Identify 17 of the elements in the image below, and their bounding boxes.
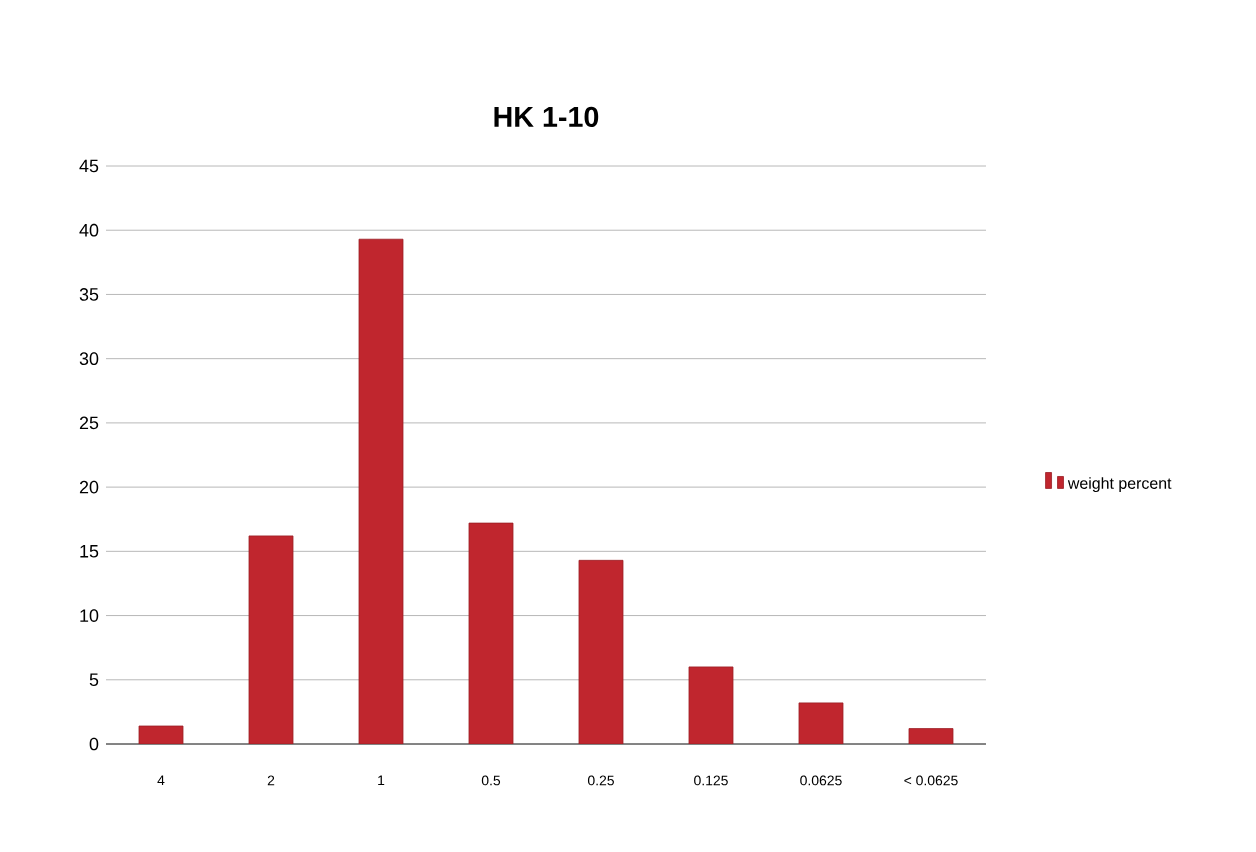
- bar: [798, 702, 844, 744]
- y-tick-label: 45: [79, 159, 99, 173]
- chart-title: HK 1-10: [494, 106, 599, 128]
- y-tick-label: 40: [79, 223, 99, 237]
- bar: [248, 535, 294, 744]
- y-tick-label: 10: [80, 609, 99, 622]
- y-tick-label: 35: [79, 288, 99, 301]
- y-tick-label: 0: [89, 737, 99, 751]
- bar: [468, 522, 514, 744]
- bar: [688, 666, 734, 744]
- y-tick-label: 15: [80, 545, 99, 558]
- y-tick-label: 30: [79, 352, 99, 366]
- y-tick-label: 5: [89, 673, 99, 687]
- bar: [358, 238, 404, 744]
- y-tick-label: 25: [79, 416, 99, 430]
- bar: [578, 559, 624, 744]
- y-tick-label: 20: [79, 480, 99, 494]
